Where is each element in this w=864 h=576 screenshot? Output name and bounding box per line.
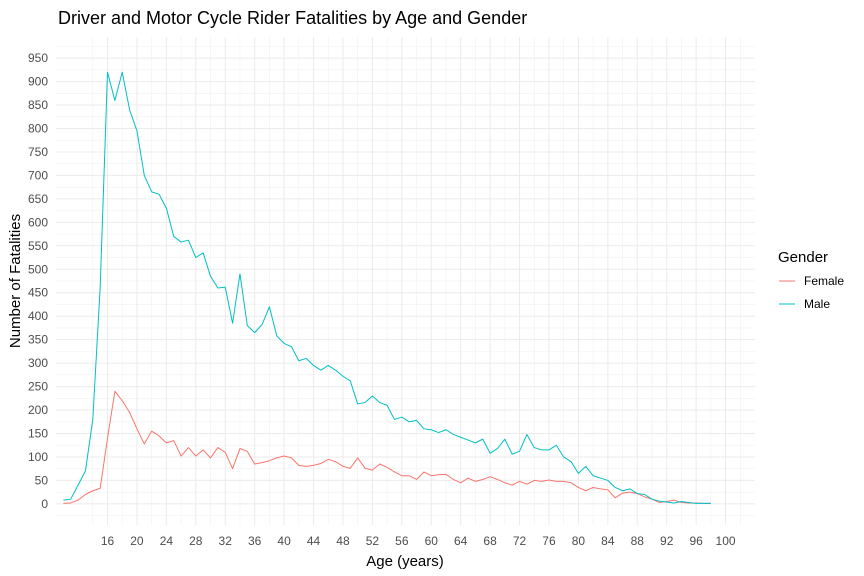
x-tick-label: 72 [513, 534, 527, 548]
x-tick-label: 68 [483, 534, 497, 548]
legend-title: Gender [778, 249, 828, 266]
x-tick-label: 16 [101, 534, 115, 548]
x-axis-ticks: 16 20 24 28 32 36 40 44 48 52 56 60 64 68 72 76 80 84 88 92… [101, 534, 736, 548]
chart-title: Driver and Motor Cycle Rider Fatalities … [58, 8, 527, 28]
x-tick-label: 84 [601, 534, 615, 548]
y-tick-label: 200 [28, 403, 48, 417]
x-tick-label: 92 [660, 534, 674, 548]
y-tick-label: 800 [28, 122, 48, 136]
y-tick-label: 150 [28, 427, 48, 441]
x-tick-label: 76 [542, 534, 556, 548]
y-axis-ticks: 0 50 100 150 200 250 300 350 400 450 500 550 600 650 7… [28, 51, 48, 511]
y-axis-title: Number of Fatalities [7, 214, 24, 348]
legend-label-male: Male [804, 297, 830, 311]
x-tick-label: 40 [277, 534, 291, 548]
x-tick-label: 28 [189, 534, 203, 548]
series-line-female [63, 390, 711, 504]
x-tick-label: 88 [631, 534, 645, 548]
y-tick-label: 600 [28, 215, 48, 229]
y-tick-label: 550 [28, 239, 48, 253]
x-tick-label: 44 [307, 534, 321, 548]
series-line-male [63, 71, 711, 504]
x-tick-label: 20 [130, 534, 144, 548]
legend-label-female: Female [804, 274, 844, 288]
x-tick-label: 80 [572, 534, 586, 548]
x-tick-label: 32 [219, 534, 233, 548]
y-tick-label: 350 [28, 333, 48, 347]
x-tick-label: 64 [454, 534, 468, 548]
x-tick-label: 100 [716, 534, 736, 548]
y-tick-label: 450 [28, 286, 48, 300]
y-tick-label: 700 [28, 168, 48, 182]
x-tick-label: 96 [689, 534, 703, 548]
y-tick-label: 500 [28, 262, 48, 276]
y-tick-label: 0 [41, 497, 48, 511]
y-tick-label: 850 [28, 98, 48, 112]
y-tick-label: 250 [28, 380, 48, 394]
y-tick-label: 950 [28, 51, 48, 65]
x-tick-label: 24 [160, 534, 174, 548]
x-tick-label: 56 [395, 534, 409, 548]
x-tick-label: 52 [366, 534, 380, 548]
y-tick-label: 50 [35, 473, 49, 487]
x-tick-label: 60 [425, 534, 439, 548]
y-tick-label: 100 [28, 450, 48, 464]
x-tick-label: 36 [248, 534, 262, 548]
grid-lines [56, 37, 755, 525]
y-tick-label: 750 [28, 145, 48, 159]
x-axis-title: Age (years) [366, 553, 444, 570]
y-tick-label: 400 [28, 309, 48, 323]
y-tick-label: 300 [28, 356, 48, 370]
legend: Gender Female Male [778, 249, 844, 311]
y-tick-label: 650 [28, 192, 48, 206]
x-tick-label: 48 [336, 534, 350, 548]
y-tick-label: 900 [28, 75, 48, 89]
series-lines [63, 71, 711, 504]
